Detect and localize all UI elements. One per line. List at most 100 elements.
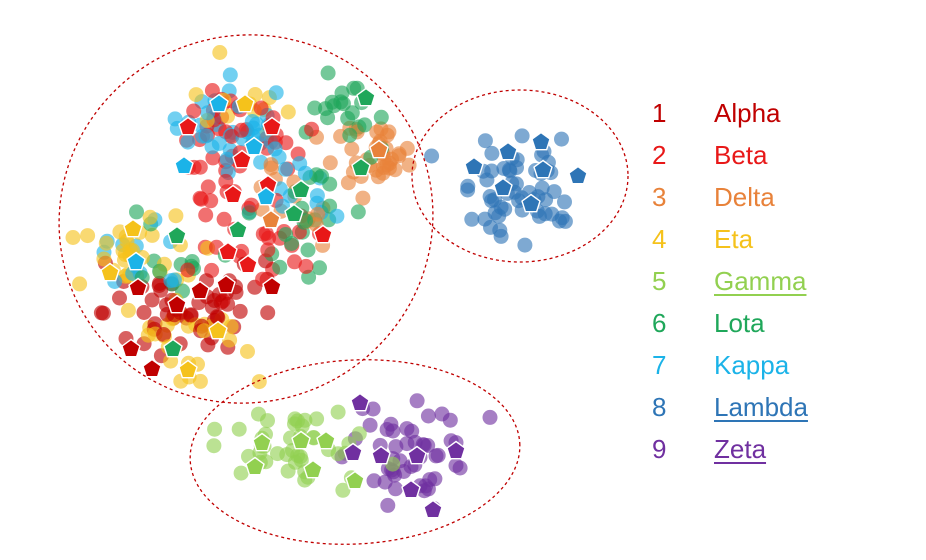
data-point-series-4 <box>223 319 239 334</box>
data-point-series-8 <box>554 131 569 147</box>
centroid-marker-series-4 <box>100 262 120 282</box>
data-point-series-4 <box>140 327 156 343</box>
data-point-series-6 <box>320 65 336 81</box>
centroid-marker-series-8 <box>533 159 553 179</box>
legend-number: 5 <box>652 265 667 296</box>
data-point-series-7 <box>309 188 325 204</box>
data-point-series-9 <box>366 473 382 489</box>
centroid-marker-series-1 <box>190 280 210 300</box>
legend-label: Lota <box>714 307 765 338</box>
centroid-marker-series-2 <box>232 149 252 169</box>
data-point-series-1 <box>232 303 248 319</box>
legend-number: 4 <box>652 223 667 254</box>
data-point-series-4 <box>251 374 267 390</box>
data-point-series-7 <box>200 105 216 121</box>
data-point-series-3 <box>375 165 391 181</box>
data-point-series-5 <box>309 411 325 427</box>
data-point-series-4 <box>280 104 296 120</box>
cluster-outline-gamma-zeta <box>189 359 521 545</box>
legend-item-zeta: 9 Zeta <box>652 428 892 470</box>
legend-label: Gamma <box>714 265 807 296</box>
centroid-marker-series-1 <box>121 338 141 358</box>
data-point-series-5 <box>287 411 303 427</box>
data-point-series-3 <box>322 155 338 171</box>
data-point-series-6 <box>152 263 168 279</box>
data-point-series-9 <box>380 497 396 513</box>
centroid-marker-series-9 <box>343 442 363 462</box>
centroid-marker-series-5 <box>303 459 323 479</box>
centroid-marker-series-1 <box>167 294 187 314</box>
centroid-marker-series-6 <box>284 203 304 223</box>
centroid-marker-series-2 <box>262 116 282 136</box>
data-point-series-2 <box>216 211 232 227</box>
centroid-marker-series-1 <box>128 277 148 297</box>
data-point-series-4 <box>65 230 81 245</box>
centroid-marker-series-1 <box>216 274 236 294</box>
data-point-series-1 <box>144 292 160 308</box>
data-point-series-2 <box>287 254 302 270</box>
data-point-series-7 <box>204 139 220 155</box>
centroid-marker-series-1 <box>262 276 282 296</box>
data-point-series-2 <box>186 103 202 119</box>
data-point-series-2 <box>218 173 234 189</box>
data-point-series-6 <box>346 80 362 96</box>
data-point-series-3 <box>369 124 385 140</box>
centroid-marker-series-4 <box>235 93 255 113</box>
data-point-series-8 <box>546 184 562 200</box>
legend-number: 9 <box>652 433 667 464</box>
data-point-series-4 <box>196 323 212 339</box>
data-point-series-7 <box>163 273 179 289</box>
centroid-marker-series-2 <box>238 254 258 274</box>
legend-item-alpha: 1 Alpha <box>652 92 892 134</box>
data-point-series-9 <box>427 471 443 487</box>
data-point-series-4 <box>96 251 112 267</box>
data-point-series-5 <box>231 421 247 437</box>
centroid-marker-series-2 <box>218 241 238 261</box>
data-point-series-5 <box>206 438 222 454</box>
data-point-series-9 <box>377 474 393 490</box>
data-point-series-5 <box>351 426 367 442</box>
data-point-series-8 <box>544 206 560 222</box>
data-point-series-6 <box>129 204 144 220</box>
data-point-series-5 <box>233 465 249 481</box>
centroid-marker-series-6 <box>291 179 311 199</box>
data-point-series-8 <box>557 194 572 210</box>
data-point-series-7 <box>268 85 284 101</box>
cluster-outline-lambda <box>411 89 629 263</box>
data-point-series-3 <box>355 190 371 206</box>
centroid-marker-series-2 <box>178 116 198 136</box>
data-point-series-5 <box>385 456 401 472</box>
data-point-series-2 <box>234 243 250 259</box>
data-point-series-6 <box>357 117 373 133</box>
legend-label: Alpha <box>714 97 781 128</box>
centroid-marker-series-7 <box>244 136 264 156</box>
legend-label: Lambda <box>714 391 808 422</box>
data-point-series-1 <box>156 327 172 342</box>
data-point-series-2 <box>204 83 220 98</box>
data-point-series-5 <box>335 482 351 498</box>
centroid-marker-series-5 <box>345 470 365 490</box>
data-point-series-8 <box>557 213 573 229</box>
data-point-series-6 <box>272 259 288 275</box>
legend-item-beta: 2 Beta <box>652 134 892 176</box>
data-point-series-9 <box>442 412 458 428</box>
centroid-marker-series-5 <box>245 456 265 476</box>
centroid-marker-series-7 <box>209 93 229 113</box>
data-point-series-6 <box>350 204 366 220</box>
data-point-series-7 <box>180 134 196 150</box>
data-point-series-6 <box>373 109 389 125</box>
data-point-series-9 <box>404 423 420 439</box>
data-point-series-4 <box>80 228 96 244</box>
data-point-series-7 <box>249 116 265 132</box>
data-point-series-8 <box>424 148 440 164</box>
centroid-marker-series-6 <box>351 157 371 177</box>
data-point-series-5 <box>260 413 275 429</box>
data-point-series-2 <box>260 242 276 258</box>
centroid-marker-series-8 <box>531 131 551 151</box>
data-point-series-9 <box>430 447 446 463</box>
data-point-series-8 <box>534 180 550 196</box>
legend: 1 Alpha 2 Beta 3 Delta 4 Eta 5 Gamma 6 Lota 7 Kappa 8 L… <box>652 92 892 470</box>
data-point-series-2 <box>253 100 269 116</box>
centroid-marker-series-3 <box>369 139 389 159</box>
data-point-series-4 <box>222 332 238 348</box>
